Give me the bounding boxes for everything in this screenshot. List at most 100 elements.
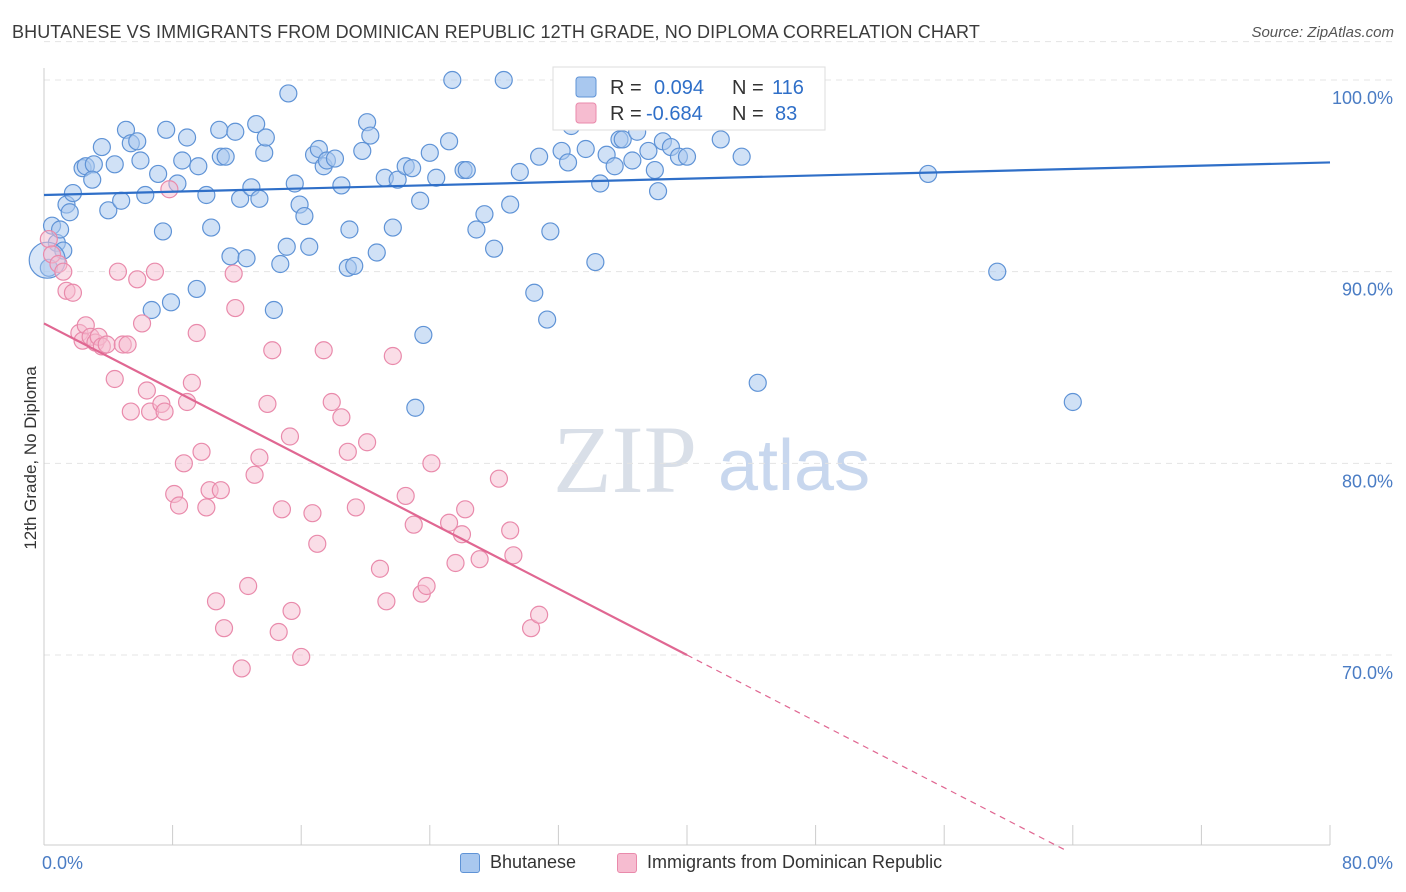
point-dominican: [322, 392, 341, 412]
point-dominican: [383, 346, 402, 366]
watermark-atlas: atlas: [718, 426, 870, 506]
point-bhutanese: [128, 132, 147, 151]
point-bhutanese: [623, 151, 642, 170]
point-bhutanese: [295, 206, 314, 226]
point-bhutanese: [361, 126, 380, 145]
point-bhutanese: [157, 120, 176, 139]
point-bhutanese: [388, 170, 407, 189]
point-bhutanese: [1063, 392, 1082, 412]
point-dominican: [128, 270, 147, 289]
legend-r-value-2: -0.684: [646, 103, 703, 125]
watermark: ZIP atlas: [553, 406, 870, 513]
legend-swatch-dominican: [617, 852, 637, 873]
point-bhutanese: [525, 283, 544, 302]
point-dominican: [39, 229, 58, 249]
point-dominican: [396, 486, 415, 506]
point-bhutanese: [919, 164, 938, 184]
point-bhutanese: [153, 222, 173, 241]
point-bhutanese: [250, 189, 269, 208]
point-bhutanese: [340, 220, 359, 239]
point-bhutanese: [255, 143, 274, 162]
point-dominican: [250, 448, 269, 467]
trend-line-dominican-extrapolated: [686, 654, 1066, 851]
legend-swatch-pink: [575, 102, 597, 124]
point-bhutanese: [732, 147, 751, 166]
point-dominican: [187, 323, 206, 343]
legend-n-value-1: 116: [772, 77, 804, 99]
point-bhutanese: [420, 143, 439, 162]
point-bhutanese: [475, 205, 494, 224]
point-bhutanese: [325, 149, 345, 168]
point-dominican: [308, 534, 327, 553]
point-bhutanese: [383, 218, 402, 237]
x-tick-labels: 0.0% 80.0%: [42, 853, 1393, 873]
legend-n-label-2: N =: [732, 103, 764, 125]
trend-lines: [43, 161, 1331, 851]
point-bhutanese: [264, 300, 283, 320]
point-dominican: [338, 442, 357, 461]
source-credit: Source: ZipAtlas.com: [1251, 24, 1394, 41]
point-dominican: [174, 454, 193, 473]
point-bhutanese: [510, 162, 529, 182]
point-bhutanese: [406, 398, 425, 417]
legend-label-dominican: Immigrants from Dominican Republic: [647, 852, 943, 872]
point-bhutanese: [131, 151, 150, 170]
point-dominican: [404, 515, 423, 534]
point-dominican: [97, 335, 116, 354]
point-dominican: [263, 341, 282, 360]
series-dominican: [39, 180, 549, 678]
point-bhutanese: [648, 182, 668, 201]
point-bhutanese: [443, 70, 462, 90]
y-tick-labels: 70.0% 80.0% 90.0% 100.0%: [1332, 88, 1393, 683]
point-bhutanese: [677, 147, 697, 166]
point-dominican: [501, 521, 520, 540]
point-bhutanese: [256, 128, 275, 147]
point-dominican: [206, 592, 226, 611]
point-bhutanese: [142, 300, 161, 320]
point-bhutanese: [558, 153, 578, 172]
point-bhutanese: [576, 139, 595, 159]
y-tick-label-70: 70.0%: [1342, 663, 1393, 683]
correlation-legend: R = 0.094 N = 116 R = -0.684 N = 83: [552, 66, 826, 131]
point-bhutanese: [149, 164, 168, 184]
point-dominican: [232, 659, 251, 678]
point-dominican: [530, 605, 549, 624]
point-bhutanese: [467, 220, 486, 239]
point-bhutanese: [226, 122, 245, 141]
point-bhutanese: [271, 254, 290, 274]
legend-n-value-2: 83: [775, 103, 797, 125]
point-bhutanese: [541, 222, 560, 241]
point-dominican: [456, 500, 475, 519]
point-bhutanese: [60, 203, 79, 222]
point-bhutanese: [411, 191, 430, 210]
point-bhutanese: [988, 262, 1007, 281]
point-bhutanese: [613, 130, 632, 149]
axes: [43, 68, 1331, 846]
point-dominican: [370, 559, 390, 578]
point-dominican: [63, 283, 83, 302]
point-dominican: [145, 262, 165, 281]
point-bhutanese: [530, 147, 549, 166]
point-bhutanese: [187, 279, 206, 299]
point-bhutanese: [247, 114, 266, 134]
point-dominican: [489, 469, 509, 488]
chart-title: BHUTANESE VS IMMIGRANTS FROM DOMINICAN R…: [12, 22, 980, 42]
point-dominican: [160, 180, 179, 199]
point-dominican: [452, 525, 472, 544]
point-dominican: [245, 465, 264, 484]
point-bhutanese: [112, 191, 131, 210]
point-dominican: [54, 262, 73, 281]
point-bhutanese: [345, 256, 364, 276]
point-bhutanese: [439, 132, 459, 151]
point-dominican: [118, 335, 137, 354]
point-dominican: [358, 433, 377, 452]
point-bhutanese: [83, 170, 102, 189]
point-dominican: [272, 500, 292, 519]
point-bhutanese: [173, 151, 192, 170]
point-bhutanese: [538, 310, 557, 329]
point-bhutanese: [414, 325, 433, 345]
trend-line-dominican: [43, 322, 688, 656]
point-dominican: [422, 454, 441, 473]
point-dominican: [346, 498, 365, 517]
